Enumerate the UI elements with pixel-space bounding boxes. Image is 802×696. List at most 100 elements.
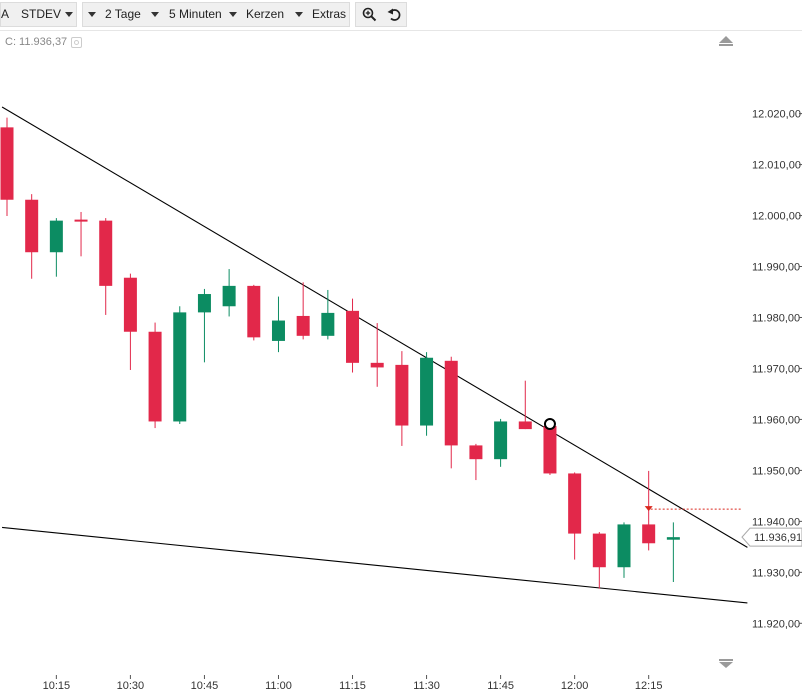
scroll-up-icon[interactable]: [719, 36, 733, 46]
candle[interactable]: [592, 532, 606, 589]
close-price-label: C: 11.936,37: [5, 36, 68, 48]
trendline-anchor-point[interactable]: [543, 418, 556, 431]
candle[interactable]: [494, 418, 508, 467]
chevron-down-icon[interactable]: [295, 12, 303, 17]
candle-body: [321, 312, 335, 336]
candle-body: [222, 285, 236, 307]
overlay-layer: [543, 418, 742, 512]
chevron-down-icon[interactable]: [88, 12, 96, 17]
x-tick-label: 11:30: [413, 680, 440, 692]
chevron-down-icon[interactable]: [229, 12, 237, 17]
candle-body: [543, 426, 557, 474]
range-dropdown[interactable]: 2 Tage: [105, 7, 141, 21]
candle-body: [395, 364, 409, 426]
candle-body: [642, 524, 656, 544]
candle-body: [0, 127, 14, 200]
y-tick-label: 11.940,00: [752, 516, 800, 528]
y-tick-label: 11.990,00: [752, 262, 800, 274]
candle[interactable]: [99, 218, 113, 315]
y-tick-label: 12.010,00: [752, 160, 801, 172]
trendline-upper[interactable]: [1, 106, 748, 548]
candle[interactable]: [321, 289, 335, 340]
x-tick-label: 10:45: [191, 680, 219, 692]
tools-group: [355, 2, 407, 27]
last-price-text: 11.936,91: [754, 532, 802, 544]
candle-body: [469, 445, 483, 460]
trendline-layer: [1, 106, 748, 604]
axis-layer: 12.020,00 12.010,00 12.000,00 11.990,00 11.9…: [43, 109, 802, 692]
interval-dropdown[interactable]: 5 Minuten: [169, 7, 222, 21]
marker-icon[interactable]: [644, 506, 653, 512]
candle[interactable]: [197, 288, 211, 363]
last-price-box: [741, 527, 802, 547]
candle-body: [271, 320, 285, 341]
candle-body: [666, 537, 680, 540]
candle-body: [420, 357, 434, 426]
candlestick-chart[interactable]: 12.020,00 12.010,00 12.000,00 11.990,00 11.9…: [0, 31, 802, 696]
candle[interactable]: [0, 117, 14, 217]
x-tick-label: 10:30: [117, 680, 145, 692]
symbol-group: A STDEV: [0, 2, 77, 27]
candle[interactable]: [74, 211, 88, 257]
chevron-down-icon[interactable]: [151, 12, 159, 17]
x-tick-label: 12:00: [561, 680, 589, 692]
candle[interactable]: [296, 282, 310, 340]
candle-body: [518, 421, 532, 430]
candle[interactable]: [173, 306, 187, 425]
candle[interactable]: [222, 269, 236, 317]
candle-body: [197, 294, 211, 313]
y-tick-label: 11.970,00: [752, 363, 800, 375]
y-tick-label: 11.920,00: [752, 618, 800, 630]
candle-body: [25, 199, 39, 253]
candle-body: [494, 421, 508, 460]
extras-dropdown[interactable]: Extras: [312, 7, 347, 21]
chevron-down-icon[interactable]: [65, 12, 73, 17]
chart-style-dropdown[interactable]: Kerzen: [246, 7, 285, 21]
symbol-fragment[interactable]: A: [1, 7, 10, 21]
x-tick-label: 10:15: [43, 680, 71, 692]
y-tick-label: 11.930,00: [752, 567, 800, 579]
x-tick-label: 12:15: [635, 680, 663, 692]
candle[interactable]: [395, 351, 409, 446]
candle-body: [346, 310, 360, 363]
toolbar: A STDEV 2 Tage 5 Minuten Kerzen Extras: [0, 0, 802, 31]
y-tick-label: 11.980,00: [752, 312, 800, 324]
y-tick-label: 12.000,00: [752, 211, 801, 223]
candle-body: [617, 524, 631, 568]
candle[interactable]: [49, 218, 63, 277]
candle[interactable]: [247, 284, 261, 341]
candle-body: [592, 533, 606, 568]
candle[interactable]: [420, 352, 434, 436]
x-tick-label: 11:45: [487, 680, 514, 692]
y-tick-label: 12.020,00: [752, 109, 801, 121]
candle[interactable]: [25, 194, 39, 279]
candle-body: [74, 219, 88, 222]
candle[interactable]: [148, 322, 162, 429]
scroll-down-icon[interactable]: [719, 659, 733, 668]
candle-body: [99, 220, 113, 286]
candle[interactable]: [666, 522, 680, 583]
candle[interactable]: [271, 296, 285, 353]
candle[interactable]: [518, 380, 532, 430]
candle-body: [444, 360, 458, 446]
candle[interactable]: [469, 443, 483, 481]
candle[interactable]: [123, 273, 137, 370]
candle[interactable]: [617, 522, 631, 578]
settings-icon[interactable]: [71, 37, 82, 48]
candle-body: [370, 362, 384, 368]
trendline-lower[interactable]: [2, 526, 748, 604]
candle-body: [173, 312, 187, 422]
zoom-in-icon[interactable]: [361, 6, 378, 23]
candle-body: [148, 331, 162, 422]
candle-body: [568, 473, 582, 534]
candle[interactable]: [370, 323, 384, 387]
candle[interactable]: [346, 298, 360, 373]
candle-body: [49, 220, 63, 253]
candle[interactable]: [444, 356, 458, 469]
settings-group: 2 Tage 5 Minuten Kerzen Extras: [82, 2, 350, 27]
undo-icon[interactable]: [386, 6, 403, 23]
y-tick-label: 11.950,00: [752, 465, 800, 477]
candle[interactable]: [568, 472, 582, 560]
indicator-dropdown[interactable]: STDEV: [21, 7, 62, 21]
candle-body: [123, 277, 137, 332]
